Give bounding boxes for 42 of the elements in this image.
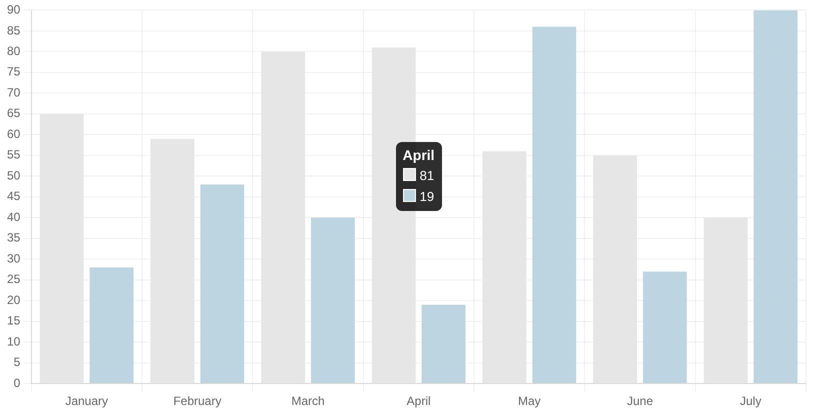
bar: [40, 114, 84, 384]
annotation: April: [402, 146, 435, 164]
bar: [642, 272, 687, 384]
x-tick-label: January: [65, 394, 108, 408]
y-tick-label: 85: [6, 23, 21, 38]
y-tick-label: 55: [6, 148, 21, 162]
y-tick-label: 65: [6, 106, 21, 120]
x-tick-label: March: [291, 394, 325, 408]
y-tick-label: 30: [6, 251, 21, 266]
annotation: 19: [420, 188, 434, 204]
bar: [482, 151, 526, 384]
x-tick-label: May: [518, 394, 541, 408]
bar: [150, 138, 194, 384]
y-tick-label: 5: [14, 355, 21, 370]
y-tick-label: 80: [6, 44, 21, 58]
bar: [200, 184, 244, 384]
y-tick-label: 70: [6, 85, 21, 100]
bar: [422, 304, 466, 384]
y-tick-label: 45: [6, 189, 21, 204]
y-tick-label: 90: [6, 2, 21, 17]
annotation: 81: [420, 168, 434, 184]
y-tick-label: 15: [6, 314, 21, 328]
bar: [532, 26, 576, 384]
y-tick-label: 10: [6, 334, 21, 348]
bar: [261, 52, 306, 384]
y-tick-label: 35: [6, 230, 21, 245]
y-tick-label: 0: [14, 376, 21, 390]
y-tick-label: 75: [6, 64, 21, 79]
y-tick-label: 20: [6, 292, 21, 307]
y-tick-label: 60: [6, 126, 21, 141]
x-tick-label: July: [740, 394, 762, 408]
y-tick-label: 25: [6, 272, 21, 286]
bar: [754, 10, 798, 384]
bar: [593, 155, 638, 384]
x-tick-label: April: [406, 394, 431, 408]
x-tick-label: June: [626, 394, 654, 408]
y-tick-label: 40: [6, 210, 21, 224]
y-tick-label: 50: [6, 168, 21, 182]
bar: [90, 267, 134, 384]
x-tick-label: February: [173, 394, 222, 408]
bar: [310, 218, 355, 384]
bar: [704, 218, 748, 384]
